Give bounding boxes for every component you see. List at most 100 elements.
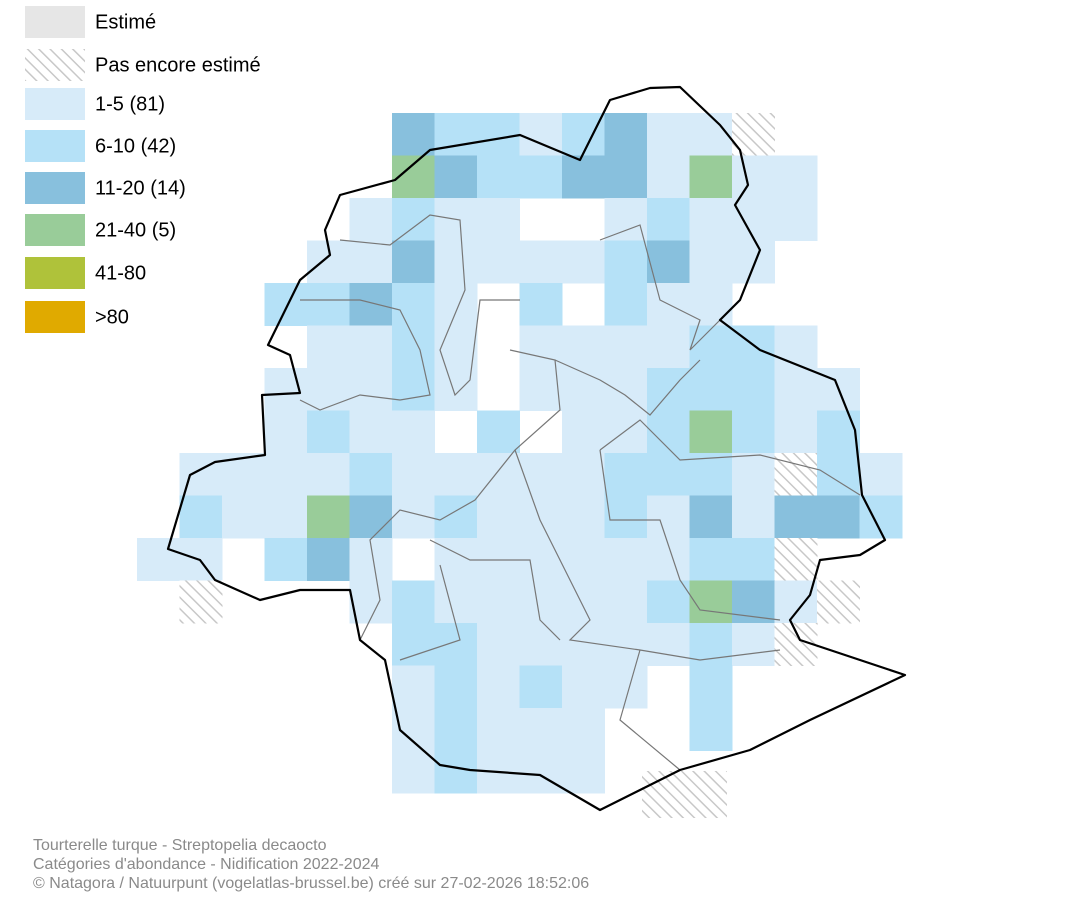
grid-cell: [689, 368, 733, 411]
legend-swatch: [25, 130, 85, 162]
grid-cell: [434, 283, 478, 326]
commune-borders: [299, 214, 861, 771]
grid-cell: [647, 623, 690, 666]
grid-cell: [477, 198, 520, 241]
grid-cell: [477, 495, 520, 539]
grid-cell: [349, 580, 393, 624]
grid-cell: [392, 325, 435, 369]
grid-cell: [477, 113, 520, 156]
legend-label: 11-20 (14): [95, 177, 186, 199]
grid-cell: [689, 665, 733, 709]
grid-cell: [307, 538, 350, 581]
grid-cell: [647, 325, 690, 369]
grid-cell: [349, 240, 393, 284]
grid-cell: [264, 538, 308, 581]
grid-cell: [647, 198, 690, 241]
grid-cell: [307, 453, 350, 496]
grid-cell: [689, 410, 733, 454]
grid-cell: [562, 410, 605, 454]
grid-cell: [349, 283, 393, 326]
grid-cell: [349, 453, 393, 496]
grid-cell: [519, 155, 563, 199]
grid-cell: [477, 708, 520, 751]
grid-cell: [349, 198, 393, 241]
grid-cell: [349, 325, 393, 369]
legend-label: 6-10 (42): [95, 135, 176, 157]
grid-cell: [732, 198, 775, 241]
legend-label: >80: [95, 306, 129, 328]
grid-cell: [817, 410, 860, 454]
grid-cell: [562, 750, 605, 794]
grid-cell: [434, 708, 478, 751]
grid-cell: [732, 325, 775, 369]
grid-cell: [179, 580, 223, 624]
grid-cell: [817, 453, 860, 496]
grid-cell: [434, 113, 478, 156]
grid-cell: [774, 453, 818, 496]
grid-cell: [689, 155, 733, 199]
grid-cell: [647, 113, 690, 156]
grid-cell: [774, 368, 818, 411]
footer-line: Tourterelle turque - Streptopelia decaoc…: [33, 837, 327, 854]
grid-cell: [392, 240, 435, 284]
grid-cell: [264, 453, 308, 496]
hatched-cell: [642, 771, 727, 818]
grid-cell: [774, 325, 818, 369]
grid-cell: [604, 240, 648, 284]
grid-cell: [689, 198, 733, 241]
grid-cell: [604, 538, 648, 581]
grid-cell: [732, 495, 775, 539]
grid-cell: [477, 580, 520, 624]
grid-cell: [434, 665, 478, 709]
grid-cell: [477, 410, 520, 454]
grid-cell: [647, 155, 690, 199]
grid-cells: [137, 113, 903, 794]
grid-cell: [307, 283, 350, 326]
grid-cell: [689, 538, 733, 581]
grid-cell: [392, 113, 435, 156]
grid-cell: [732, 538, 775, 581]
grid-cell: [774, 538, 818, 581]
grid-cell: [392, 368, 435, 411]
grid-cell: [519, 368, 563, 411]
region-outline: [166, 85, 907, 812]
grid-cell: [222, 495, 265, 539]
grid-cell: [689, 283, 733, 326]
grid-cell: [732, 368, 775, 411]
grid-cell: [604, 325, 648, 369]
grid-cell: [732, 453, 775, 496]
legend-label: 21-40 (5): [95, 219, 176, 241]
grid-cell: [817, 495, 860, 539]
footer: Tourterelle turque - Streptopelia decaoc…: [33, 837, 589, 892]
grid-cell: [817, 580, 860, 624]
grid-cell: [434, 453, 478, 496]
grid-cell: [562, 453, 605, 496]
grid-cell: [519, 453, 563, 496]
grid-cell: [477, 240, 520, 284]
grid-cell: [604, 623, 648, 666]
grid-cell: [434, 240, 478, 284]
legend-swatch: [25, 49, 85, 81]
legend-label: Pas encore estimé: [95, 54, 261, 76]
grid-cell: [689, 240, 733, 284]
grid-cell: [392, 708, 435, 751]
grid-cell: [604, 495, 648, 539]
grid-cell: [604, 410, 648, 454]
grid-cell: [647, 410, 690, 454]
legend-label: Estimé: [95, 11, 156, 33]
footer-line: © Natagora / Natuurpunt (vogelatlas-brus…: [33, 875, 589, 892]
grid-cell: [689, 580, 733, 624]
grid-cell: [562, 495, 605, 539]
grid-cell: [647, 495, 690, 539]
legend-label: 1-5 (81): [95, 93, 165, 115]
grid-cell: [519, 580, 563, 624]
grid-cell: [689, 113, 733, 156]
grid-cell: [434, 623, 478, 666]
grid-cell: [519, 750, 563, 794]
grid-cell: [434, 155, 478, 199]
grid-cell: [392, 580, 435, 624]
grid-cell: [562, 538, 605, 581]
grid-cell: [264, 283, 308, 326]
grid-cell: [647, 580, 690, 624]
grid-cell: [859, 453, 903, 496]
